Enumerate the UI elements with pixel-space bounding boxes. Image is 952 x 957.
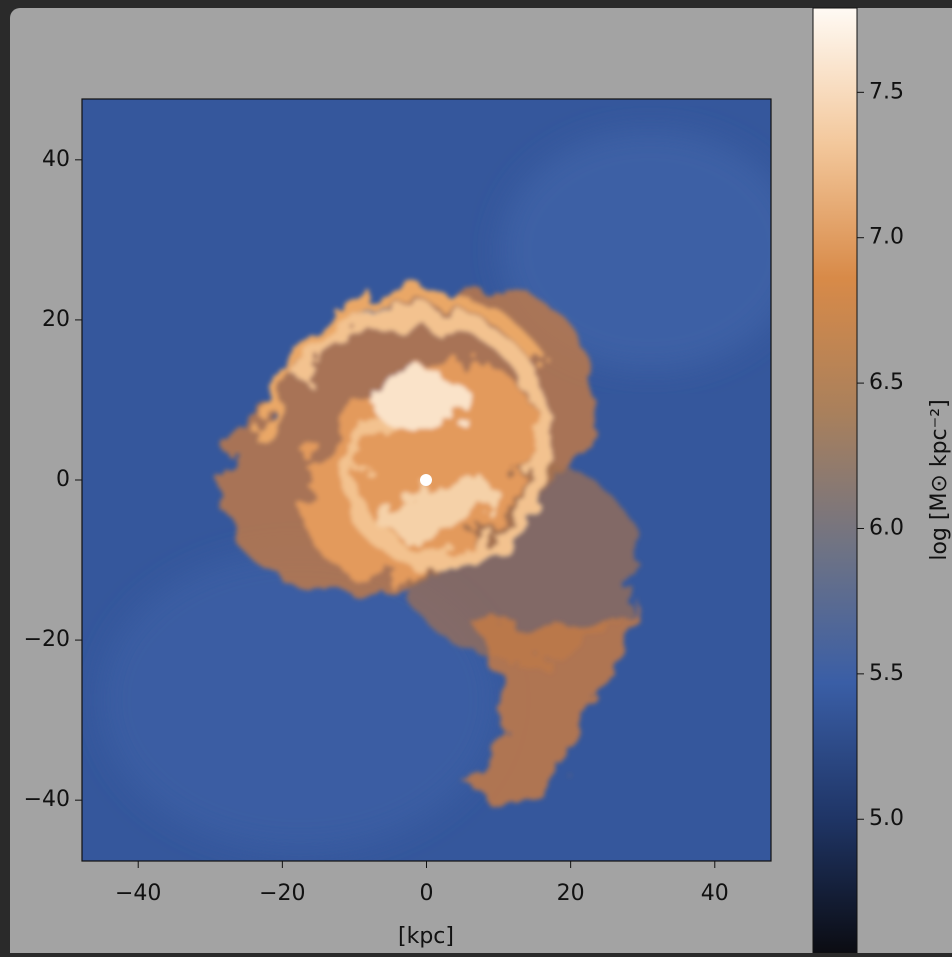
x-tick-label: −20 <box>259 881 305 906</box>
colorbar-tick-label: 5.5 <box>869 661 904 686</box>
colorbar-tick-label: 6.5 <box>869 370 904 395</box>
y-tick-label: 20 <box>42 307 70 332</box>
y-tick-label: 0 <box>56 467 70 492</box>
y-tick-label: −20 <box>24 627 70 652</box>
chart: [kpc] log [M⊙ kpc⁻²] −40 −20 0 20 40 −40 −20 0 2… <box>0 0 952 953</box>
colorbar-tick-label: 7.0 <box>869 225 904 250</box>
colorbar <box>813 8 857 953</box>
density-image <box>82 99 800 861</box>
y-tick-label: 40 <box>42 147 70 172</box>
colorbar-tick-label: 7.5 <box>869 79 904 104</box>
x-tick-label: 0 <box>420 881 434 906</box>
x-tick-label: 20 <box>557 881 585 906</box>
x-axis-label: [kpc] <box>398 924 454 949</box>
y-tick-label: −40 <box>24 787 70 812</box>
x-tick-label: −40 <box>115 881 161 906</box>
colorbar-tick-label: 6.0 <box>869 515 904 540</box>
colorbar-tick-label: 5.0 <box>869 806 904 831</box>
colorbar-label: log [M⊙ kpc⁻²] <box>927 399 952 560</box>
x-tick-label: 40 <box>701 881 729 906</box>
